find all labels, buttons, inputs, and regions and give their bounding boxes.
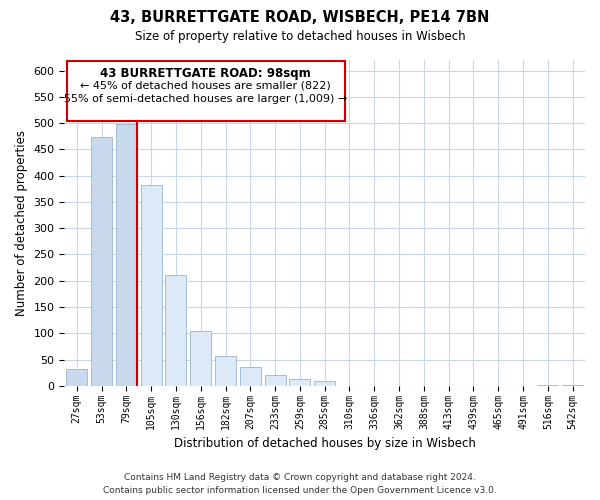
Text: Contains HM Land Registry data © Crown copyright and database right 2024.
Contai: Contains HM Land Registry data © Crown c… xyxy=(103,473,497,495)
Text: 43 BURRETTGATE ROAD: 98sqm: 43 BURRETTGATE ROAD: 98sqm xyxy=(100,67,311,80)
Bar xyxy=(537,384,559,386)
X-axis label: Distribution of detached houses by size in Wisbech: Distribution of detached houses by size … xyxy=(174,437,476,450)
Y-axis label: Number of detached properties: Number of detached properties xyxy=(15,130,28,316)
Bar xyxy=(166,276,187,386)
Bar xyxy=(140,185,162,386)
Text: 55% of semi-detached houses are larger (1,009) →: 55% of semi-detached houses are larger (… xyxy=(64,94,347,104)
Bar xyxy=(215,356,236,386)
Bar xyxy=(265,374,286,386)
Bar xyxy=(314,380,335,386)
Bar xyxy=(240,368,261,386)
Text: ← 45% of detached houses are smaller (822): ← 45% of detached houses are smaller (82… xyxy=(80,80,331,90)
Bar xyxy=(91,137,112,386)
Bar xyxy=(289,380,310,386)
Bar xyxy=(190,330,211,386)
Bar xyxy=(66,369,88,386)
Text: Size of property relative to detached houses in Wisbech: Size of property relative to detached ho… xyxy=(134,30,466,43)
Bar xyxy=(67,61,344,122)
Bar xyxy=(116,124,137,386)
Bar xyxy=(562,384,583,386)
Text: 43, BURRETTGATE ROAD, WISBECH, PE14 7BN: 43, BURRETTGATE ROAD, WISBECH, PE14 7BN xyxy=(110,10,490,25)
